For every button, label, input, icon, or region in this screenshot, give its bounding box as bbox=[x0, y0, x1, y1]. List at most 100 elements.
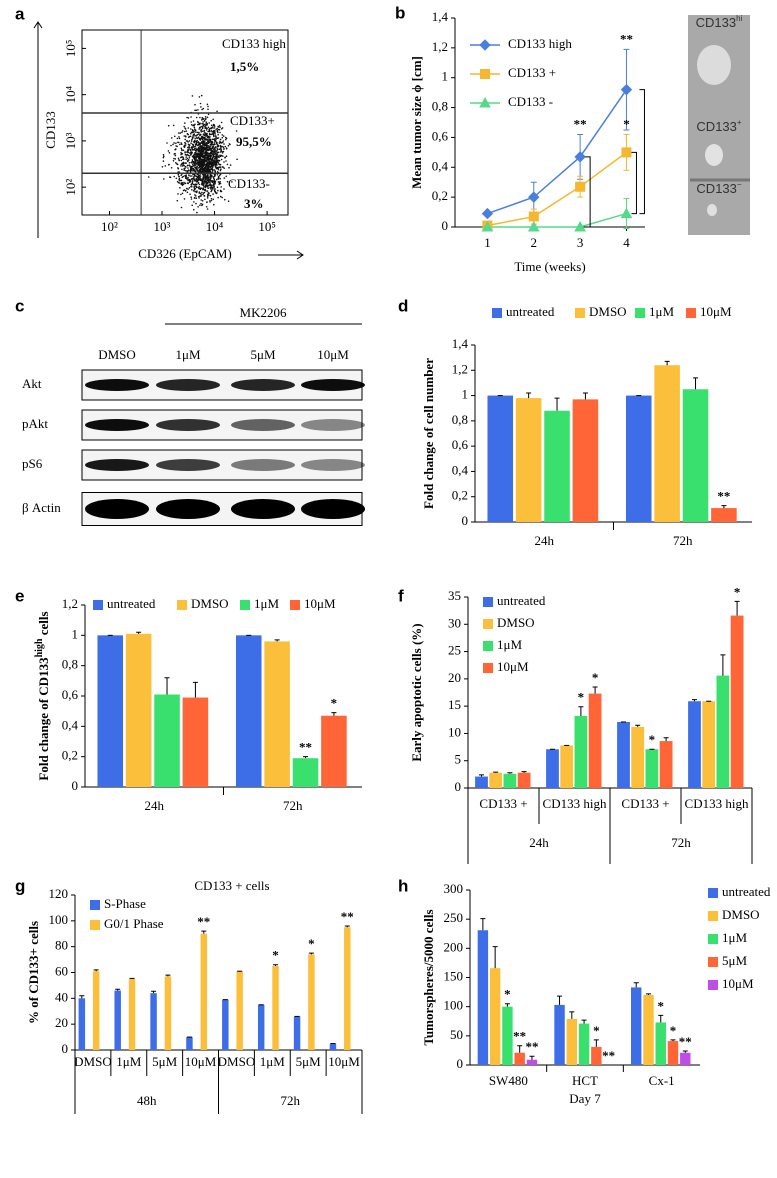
event-dot bbox=[189, 166, 192, 168]
event-dot bbox=[193, 197, 196, 199]
legend-label: untreated bbox=[722, 884, 771, 899]
event-dot bbox=[213, 127, 216, 129]
event-dot bbox=[221, 134, 224, 136]
event-dot bbox=[222, 148, 225, 150]
event-dot bbox=[214, 190, 217, 193]
bar bbox=[546, 749, 559, 788]
error-bar bbox=[633, 982, 639, 988]
event-dot bbox=[200, 165, 203, 167]
event-dot bbox=[208, 163, 210, 166]
quadrant-name: CD133- bbox=[228, 176, 270, 191]
event-dot bbox=[195, 197, 198, 199]
error-bar bbox=[691, 699, 697, 702]
significance-label: * bbox=[578, 690, 585, 705]
event-dot bbox=[218, 163, 221, 166]
event-dot bbox=[197, 150, 200, 153]
point-marker bbox=[620, 83, 633, 96]
y-tick-label: 0 bbox=[455, 779, 462, 794]
event-dot bbox=[212, 127, 214, 129]
y-tick-label: 0,6 bbox=[452, 437, 469, 452]
event-dot bbox=[227, 200, 230, 202]
event-dot bbox=[200, 194, 203, 196]
error-bar bbox=[578, 706, 584, 716]
bar bbox=[182, 697, 209, 787]
event-dot bbox=[214, 148, 216, 151]
event-dot bbox=[180, 142, 182, 144]
error-bar bbox=[664, 360, 670, 366]
event-dot bbox=[210, 149, 212, 152]
y-tick-label: 0,4 bbox=[452, 462, 469, 477]
event-dot bbox=[192, 170, 194, 172]
legend-swatch bbox=[483, 597, 493, 607]
event-dot bbox=[172, 143, 174, 146]
y-axis-label: Mean tumor size ϕ [cm] bbox=[409, 56, 424, 189]
event-dot bbox=[225, 175, 227, 178]
x-tick-label: 2 bbox=[531, 235, 538, 250]
y-tick-label: 0 bbox=[442, 218, 449, 233]
event-dot bbox=[197, 143, 200, 146]
y-tick-label: 250 bbox=[444, 910, 464, 925]
event-dot bbox=[190, 142, 192, 144]
y-tick-label: 1 bbox=[72, 626, 79, 641]
event-dot bbox=[199, 187, 202, 189]
event-dot bbox=[201, 116, 204, 119]
event-dot bbox=[222, 140, 225, 142]
bar bbox=[711, 508, 737, 522]
bar bbox=[625, 395, 652, 522]
event-dot bbox=[203, 188, 205, 191]
event-dot bbox=[216, 186, 219, 189]
event-dot bbox=[186, 157, 189, 160]
bar bbox=[293, 1016, 301, 1050]
error-bar bbox=[554, 397, 560, 411]
event-dot bbox=[210, 147, 212, 149]
treatment-group: MK2206 bbox=[240, 305, 287, 320]
event-dot bbox=[190, 124, 193, 126]
event-dot bbox=[175, 177, 178, 180]
x-tick-label: CD133 high bbox=[685, 796, 749, 811]
event-dot bbox=[177, 171, 179, 173]
event-dot bbox=[188, 144, 191, 147]
legend-label: untreated bbox=[506, 304, 555, 319]
event-dot bbox=[184, 162, 187, 164]
event-dot bbox=[192, 124, 195, 126]
event-dot bbox=[187, 149, 190, 151]
event-dot bbox=[226, 180, 229, 183]
event-dot bbox=[205, 117, 207, 120]
event-dot bbox=[191, 175, 193, 177]
legend-swatch bbox=[90, 920, 100, 930]
event-dot bbox=[211, 181, 214, 183]
x-tick-label: CD133 + bbox=[621, 796, 669, 811]
event-dot bbox=[191, 189, 193, 191]
quadrant-percent: 95,5% bbox=[236, 134, 272, 149]
y-axis-label: % of CD133+ cells bbox=[26, 921, 41, 1024]
point-marker bbox=[528, 211, 539, 222]
event-dot bbox=[212, 160, 214, 162]
event-dot bbox=[222, 166, 224, 168]
event-dot bbox=[219, 169, 222, 172]
significance-label: ** bbox=[513, 1029, 526, 1044]
event-dot bbox=[184, 138, 186, 141]
panel-letter: f bbox=[398, 586, 404, 605]
band bbox=[301, 379, 365, 391]
legend-label: 10μM bbox=[722, 976, 754, 991]
error-bar bbox=[593, 1039, 599, 1047]
event-dot bbox=[207, 113, 210, 116]
event-dot bbox=[204, 152, 206, 154]
event-dot bbox=[200, 166, 202, 169]
event-dot bbox=[201, 155, 203, 158]
bar bbox=[222, 999, 229, 1050]
significance-label: ** bbox=[602, 1048, 615, 1063]
event-dot bbox=[193, 189, 196, 191]
band bbox=[301, 419, 365, 431]
event-dot bbox=[228, 166, 230, 169]
event-dot bbox=[207, 167, 210, 169]
event-dot bbox=[195, 186, 198, 188]
legend-label: DMSO bbox=[191, 596, 229, 611]
x-tick-label: DMSO bbox=[218, 1054, 256, 1069]
bar bbox=[475, 776, 488, 788]
event-dot bbox=[187, 151, 190, 154]
event-dot bbox=[203, 129, 206, 132]
event-dot bbox=[213, 179, 216, 181]
event-dot bbox=[193, 141, 196, 143]
point-marker bbox=[621, 147, 632, 158]
